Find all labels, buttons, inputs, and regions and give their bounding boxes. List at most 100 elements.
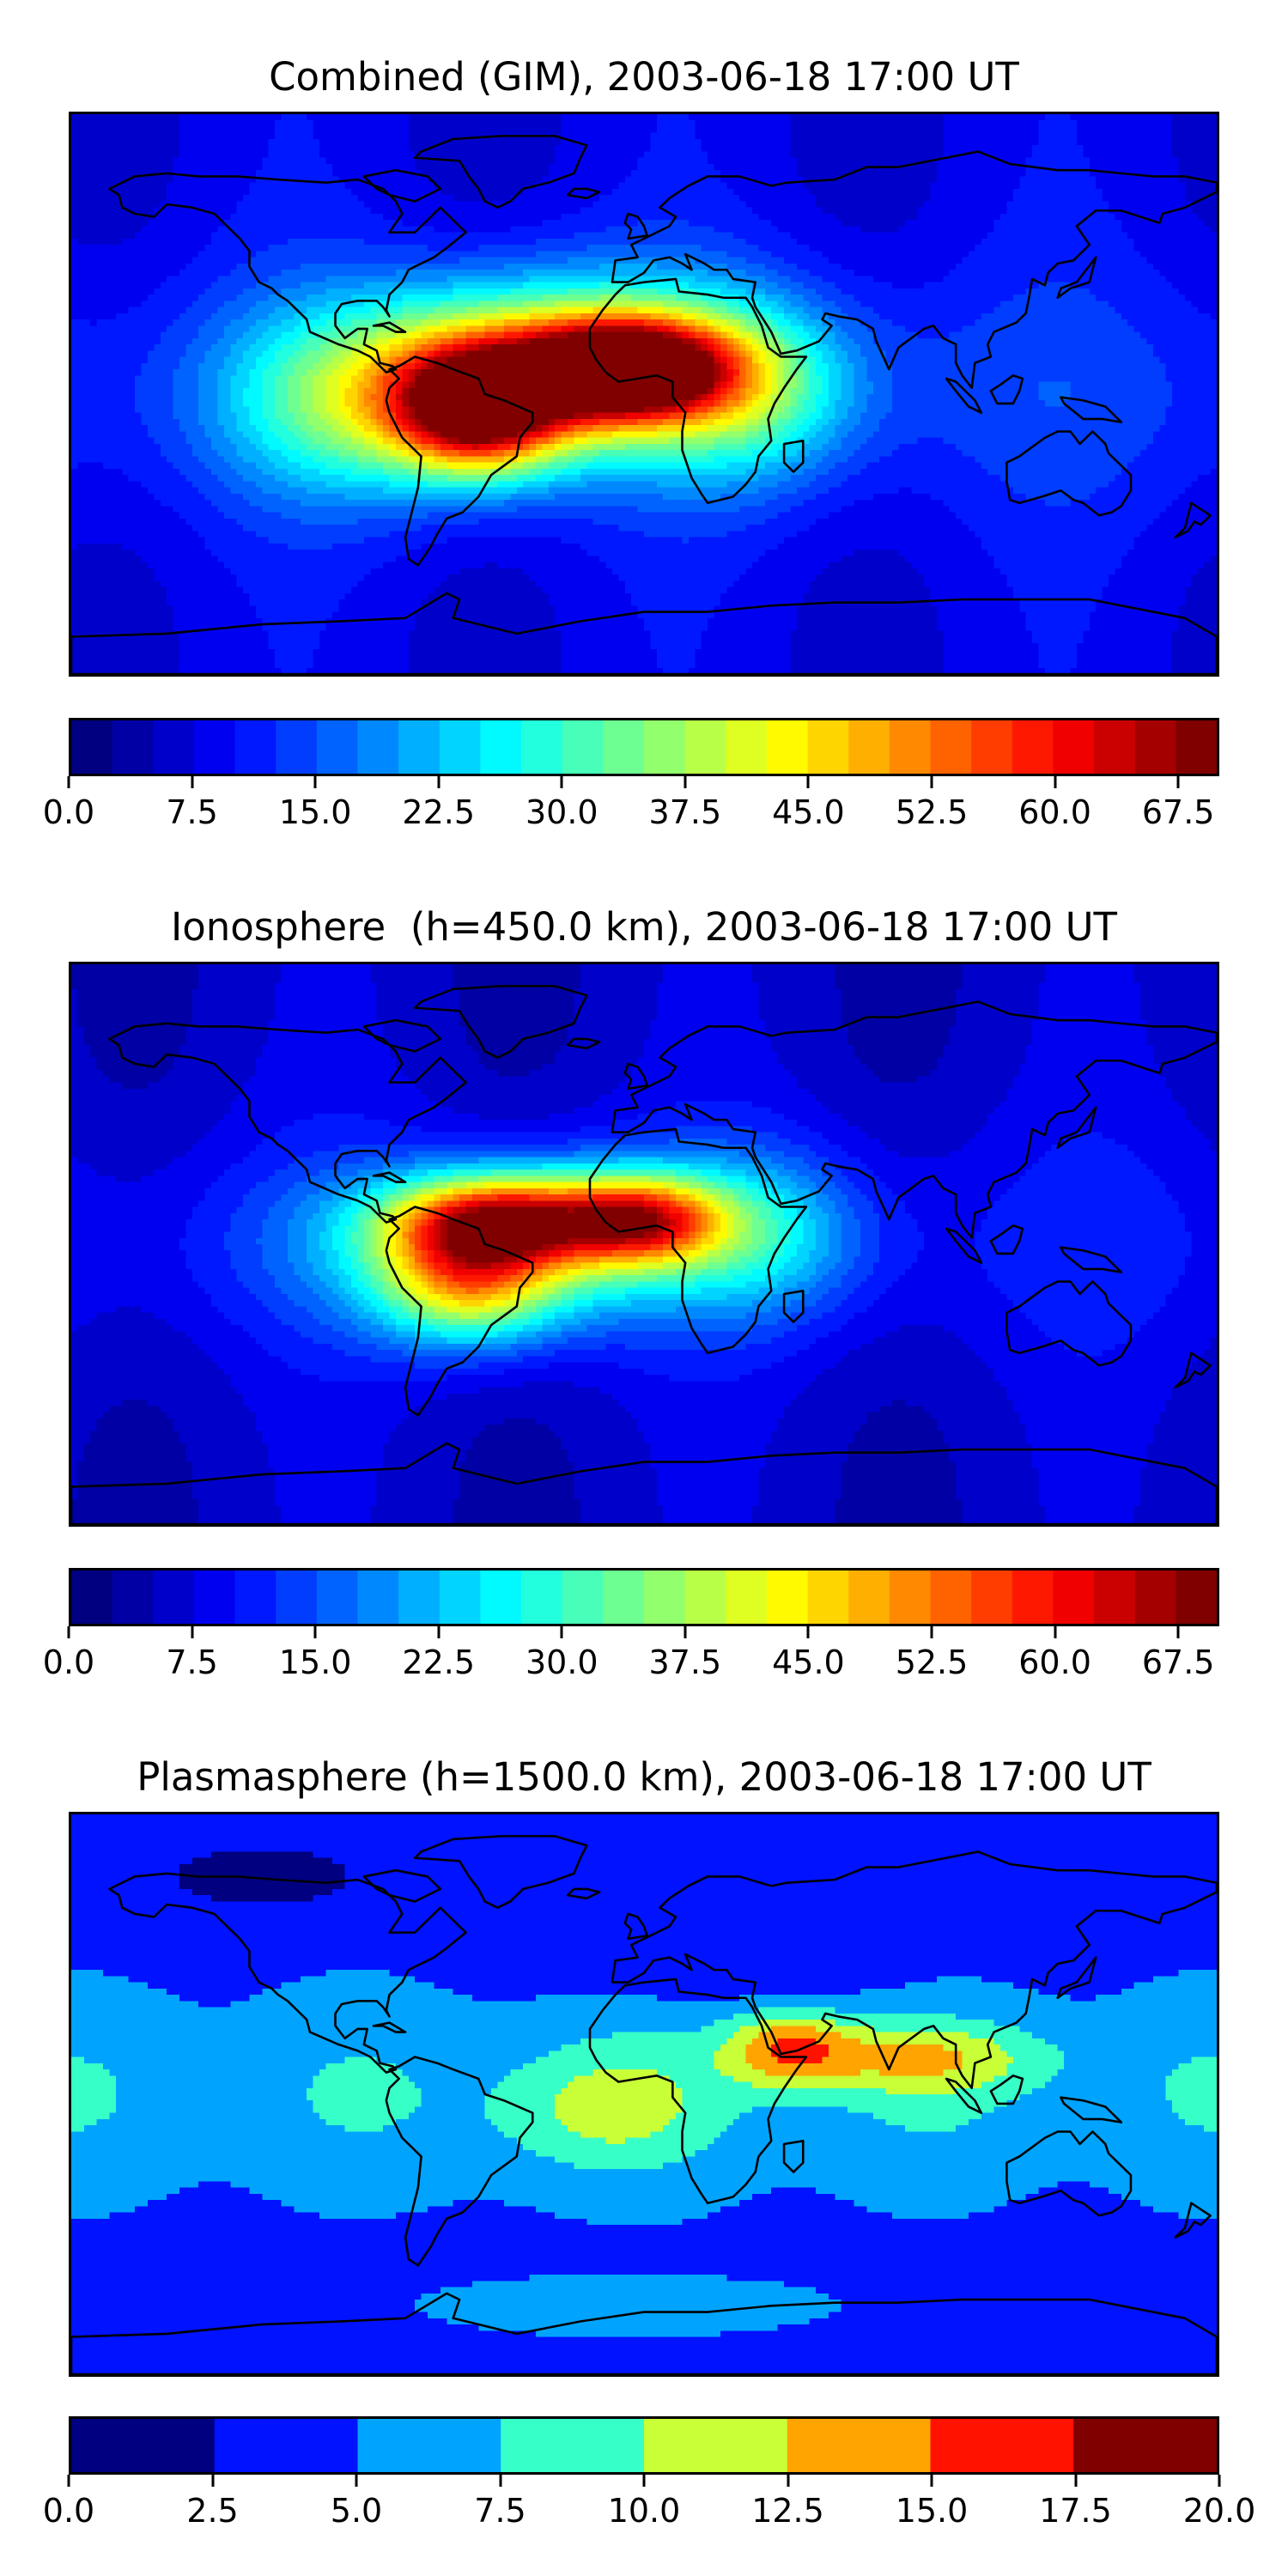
colorbar-segment	[357, 2419, 501, 2472]
colorbar-segment	[971, 720, 1013, 774]
coastline-africa	[588, 277, 808, 505]
colorbar-tick-label: 7.5	[166, 1643, 217, 1681]
colorbar-tick-label: 52.5	[896, 1643, 969, 1681]
coastline-greenland	[413, 985, 588, 1059]
colorbar-tick-label: 15.0	[896, 2492, 969, 2530]
colorbar-tick	[930, 2475, 933, 2487]
colorbar-tick-label: 37.5	[649, 1643, 722, 1681]
colorbar-segment	[644, 2419, 788, 2472]
coastline-antarctica	[71, 1442, 1217, 1524]
coastline-cuba	[372, 2021, 407, 2033]
colorbar-segment	[357, 1571, 399, 1624]
coastline-cuba	[372, 1171, 407, 1183]
colorbar-segment	[787, 2419, 931, 2472]
map-svg	[71, 1814, 1217, 2374]
colorbar-tick	[211, 2475, 214, 2487]
field-cells	[71, 964, 1217, 1524]
colorbar-segment	[1012, 1571, 1054, 1624]
colorbar-segment	[807, 1571, 849, 1624]
coastline-north-america	[108, 1022, 467, 1224]
coastline-cuba	[372, 321, 407, 333]
colorbar-segment	[357, 720, 399, 774]
colorbar-tick	[560, 776, 563, 788]
coastline-antarctica	[71, 2292, 1217, 2374]
map-plot	[69, 112, 1219, 677]
coastline-madagascar	[782, 1290, 805, 1323]
colorbar-segment	[930, 2419, 1074, 2472]
colorbar-segment	[112, 720, 154, 774]
colorbar-tick-label: 17.5	[1039, 2492, 1112, 2530]
coastline-greenland	[413, 1835, 588, 1909]
field-cells	[71, 114, 1217, 674]
coastline-antarctica	[71, 592, 1217, 674]
colorbar-segment	[684, 1571, 726, 1624]
colorbar-tick	[67, 2475, 70, 2487]
coastline-eurasia	[611, 1850, 1217, 2090]
colorbar-tick-label: 7.5	[166, 793, 217, 831]
coastline-iceland	[566, 1887, 601, 1900]
colorbar-segment	[480, 720, 522, 774]
colorbar-tick-label: 5.0	[331, 2492, 382, 2530]
coastline-australia	[1005, 430, 1133, 517]
colorbar-tick-label: 20.0	[1183, 2492, 1256, 2530]
colorbar-tick-label: 22.5	[402, 793, 475, 831]
colorbar-segment	[1094, 720, 1136, 774]
coastline-iceland	[566, 187, 601, 200]
coastline-japan	[1056, 1956, 1097, 2000]
coastline-baffin-island	[362, 1018, 442, 1053]
coastlines	[71, 135, 1217, 674]
colorbar-tick-label: 45.0	[772, 793, 845, 831]
colorbar-segment	[807, 720, 849, 774]
map-svg	[71, 114, 1217, 674]
coastline-eurasia	[611, 1000, 1217, 1240]
colorbar-svg	[71, 2419, 1217, 2472]
map-plot	[69, 962, 1219, 1527]
colorbar-segment	[889, 720, 931, 774]
colorbar-segment	[439, 1571, 481, 1624]
colorbar-segment	[1073, 2419, 1217, 2472]
coastline-australia	[1005, 2130, 1133, 2217]
colorbar-segment	[562, 1571, 604, 1624]
coastline-new-guinea	[1060, 1246, 1123, 1273]
colorbar-segment	[644, 720, 686, 774]
coastline-greenland	[413, 135, 588, 209]
coastline-british-isles	[623, 212, 648, 240]
colorbar-segment	[848, 1571, 890, 1624]
colorbar-tick	[1176, 776, 1180, 788]
colorbar-tick	[67, 1626, 70, 1638]
colorbar-segment	[1176, 1571, 1217, 1624]
colorbar-segment	[153, 720, 195, 774]
colorbar-tick-label: 45.0	[772, 1643, 845, 1681]
colorbar-segment	[684, 720, 726, 774]
coastline-iceland	[566, 1037, 601, 1050]
coastline-british-isles	[623, 1062, 648, 1091]
colorbar-tick-label: 15.0	[279, 1643, 352, 1681]
colorbar-segment	[930, 1571, 972, 1624]
coastline-eurasia	[611, 150, 1217, 390]
colorbar-tick	[355, 2475, 358, 2487]
colorbar-tick	[930, 1626, 933, 1638]
coastline-south-america	[385, 355, 534, 567]
colorbar-segment	[193, 1571, 236, 1624]
colorbar-tick	[499, 2475, 501, 2487]
coastline-sumatra	[945, 1227, 983, 1264]
colorbar-tick	[642, 2475, 646, 2487]
colorbar-segment	[316, 720, 358, 774]
colorbar-tick-label: 67.5	[1142, 1643, 1215, 1681]
panel-title: Plasmasphere (h=1500.0 km), 2003-06-18 1…	[0, 1755, 1288, 1800]
colorbar-segment	[521, 1571, 563, 1624]
colorbar-segment	[603, 720, 645, 774]
colorbar-tick-label: 30.0	[526, 1643, 598, 1681]
colorbar-tick	[67, 776, 70, 788]
colorbar-segment	[971, 1571, 1013, 1624]
colorbar-segment	[521, 720, 563, 774]
colorbar	[69, 2416, 1219, 2475]
coastline-borneo	[989, 374, 1024, 405]
colorbar-tick	[787, 2475, 789, 2487]
coastline-africa	[588, 1127, 808, 1355]
colorbar	[69, 1568, 1219, 1626]
colorbar-segment	[1094, 1571, 1136, 1624]
colorbar-ticks: 0.0 2.5 5.0 7.5 10.0 12.5 15.0 17.5 20.0	[43, 2475, 1255, 2530]
panel-title: Ionosphere (h=450.0 km), 2003-06-18 17:0…	[0, 905, 1288, 950]
coastlines	[71, 1835, 1217, 2374]
